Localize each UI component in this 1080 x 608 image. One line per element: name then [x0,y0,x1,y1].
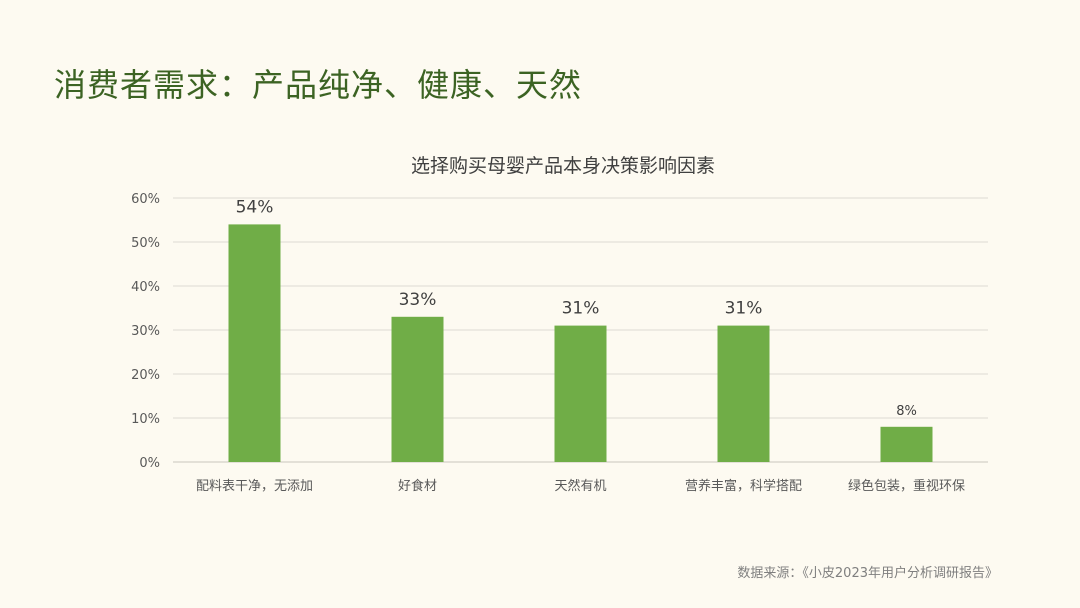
y-tick-label: 0% [139,456,160,471]
x-tick-label: 绿色包装，重视环保 [848,478,965,494]
y-tick-label: 20% [131,368,160,383]
data-labels: 54% 33% 31% 31% 8% [236,197,917,418]
bars [228,224,933,462]
data-label: 54% [236,197,274,217]
data-label: 31% [562,299,600,319]
bar [880,426,933,462]
y-tick-label: 40% [131,280,160,295]
y-tick-label: 30% [131,324,160,339]
data-label: 31% [725,299,763,319]
source-note: 数据来源：《小皮2023年用户分析调研报告》 [737,566,998,581]
bar [228,224,281,462]
chart-title: 选择购买母婴产品本身决策影响因素 [411,155,715,177]
x-axis-ticks: 配料表干净，无添加 好食材 天然有机 营养丰富，科学搭配 绿色包装，重视环保 [196,478,965,494]
y-tick-label: 50% [131,236,160,251]
data-label: 8% [896,404,917,419]
y-axis-ticks: 0% 10% 20% 30% 40% 50% 60% [131,192,160,471]
x-tick-label: 营养丰富，科学搭配 [685,478,802,494]
bar [717,325,770,462]
bar [391,316,444,462]
y-tick-label: 10% [131,412,160,427]
x-tick-label: 好食材 [398,478,437,494]
x-tick-label: 配料表干净，无添加 [196,479,313,494]
x-tick-label: 天然有机 [554,478,606,494]
slide-title: 消费者需求：产品纯净、健康、天然 [54,66,583,104]
y-tick-label: 60% [131,192,160,207]
bar [554,325,607,462]
data-label: 33% [399,290,437,310]
